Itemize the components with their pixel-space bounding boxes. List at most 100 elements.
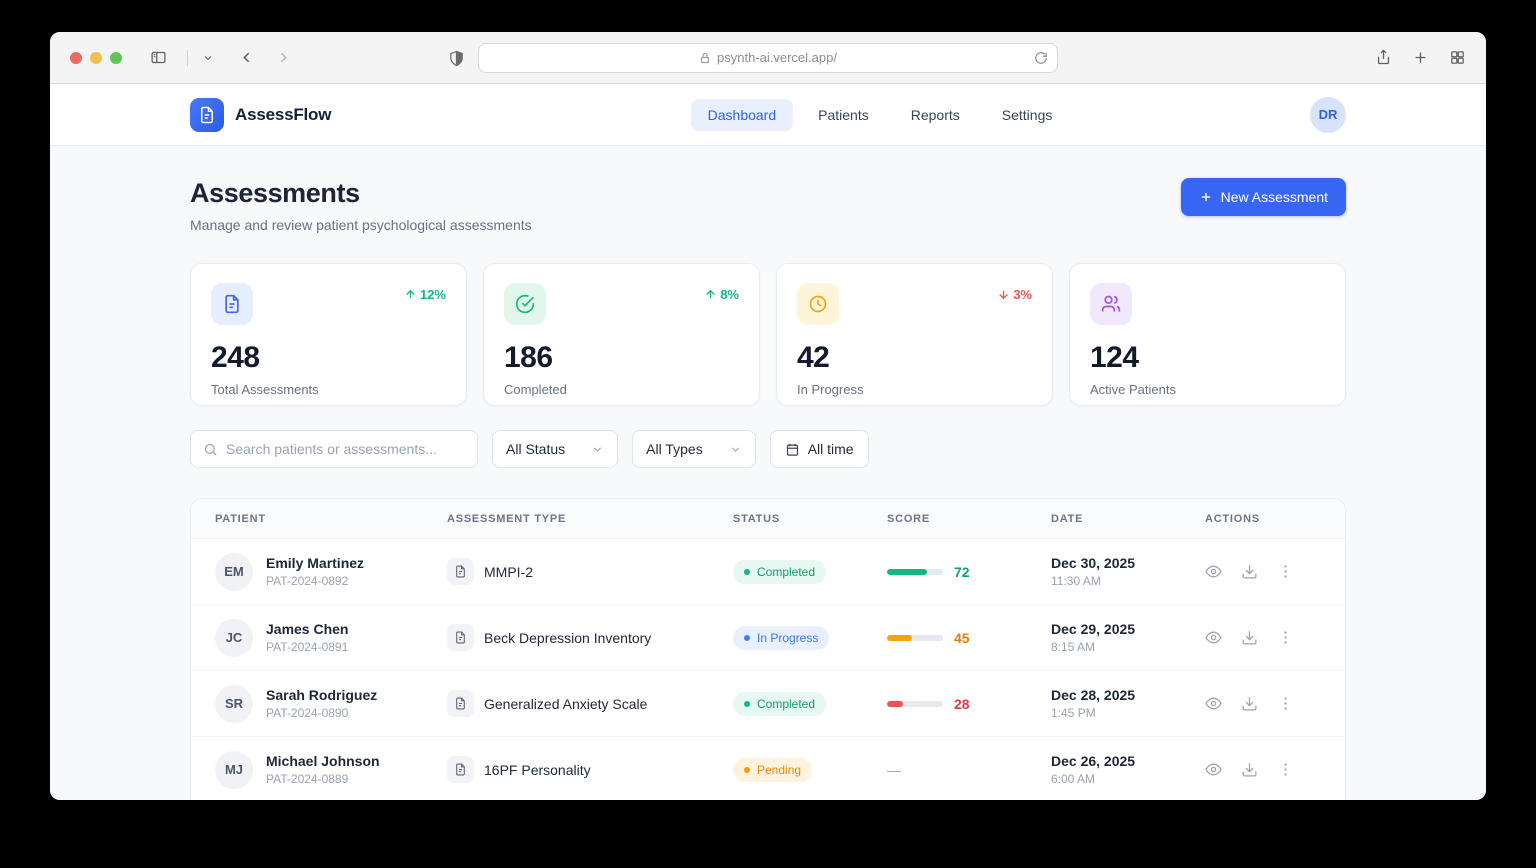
document-icon bbox=[447, 756, 474, 783]
download-icon[interactable] bbox=[1241, 563, 1258, 580]
forward-button[interactable] bbox=[275, 49, 292, 66]
stat-value: 42 bbox=[797, 341, 830, 374]
new-assessment-button[interactable]: New Assessment bbox=[1180, 178, 1346, 216]
time: 8:15 AM bbox=[1051, 640, 1096, 654]
nav-item-patients[interactable]: Patients bbox=[818, 106, 869, 123]
main-nav: Dashboard Patients Reports Settings bbox=[450, 98, 1310, 131]
table-row[interactable]: SR Sarah Rodriguez PAT-2024-0890 General… bbox=[191, 671, 1345, 737]
more-options-icon[interactable] bbox=[1277, 563, 1294, 580]
zoom-window-button[interactable] bbox=[110, 51, 122, 64]
stat-value: 124 bbox=[1090, 341, 1139, 374]
chevron-down-icon bbox=[594, 446, 602, 452]
lock-icon bbox=[700, 52, 710, 63]
time: 6:00 AM bbox=[1051, 772, 1096, 786]
stat-card-active-patients: 124 Active Patients bbox=[1069, 263, 1346, 406]
status-badge: Completed bbox=[733, 559, 827, 584]
column-header-assessment-type: Assessment Type bbox=[447, 512, 567, 525]
privacy-shield-icon[interactable] bbox=[448, 32, 465, 84]
brand[interactable]: AssessFlow bbox=[190, 97, 450, 132]
chevron-down-icon bbox=[731, 446, 739, 452]
view-icon[interactable] bbox=[1205, 563, 1222, 580]
page-title: Assessments bbox=[190, 178, 360, 208]
search-input[interactable] bbox=[226, 441, 465, 457]
score-cell: 45 bbox=[887, 630, 1051, 646]
browser-window: psynth-ai.vercel.app/ AssessFlow Dashboa… bbox=[50, 32, 1486, 800]
patient-id: PAT-2024-0889 bbox=[266, 772, 349, 786]
assessment-type: Beck Depression Inventory bbox=[484, 629, 652, 646]
patient-name: Michael Johnson bbox=[266, 753, 380, 769]
search-icon bbox=[204, 443, 217, 456]
more-options-icon[interactable] bbox=[1277, 695, 1294, 712]
download-icon[interactable] bbox=[1241, 695, 1258, 712]
assessment-type: 16PF Personality bbox=[484, 761, 591, 778]
minimize-window-button[interactable] bbox=[90, 51, 102, 64]
avatar: SR bbox=[215, 684, 253, 723]
column-header-status: Status bbox=[733, 512, 780, 525]
stat-cards: 12% 248 Total Assessments 8% bbox=[190, 263, 1346, 406]
arrow-down-icon bbox=[999, 290, 1008, 300]
calendar-icon bbox=[786, 443, 798, 456]
time: 11:30 AM bbox=[1051, 574, 1101, 588]
score-bar bbox=[887, 634, 913, 641]
status-filter-dropdown[interactable]: All Status bbox=[492, 430, 619, 468]
column-header-date: Date bbox=[1051, 512, 1084, 525]
filter-bar: All Status All Types All time bbox=[190, 430, 1346, 468]
back-button[interactable] bbox=[238, 49, 255, 66]
chevron-down-icon[interactable] bbox=[202, 52, 214, 64]
date: Dec 30, 2025 bbox=[1051, 555, 1136, 571]
view-icon[interactable] bbox=[1205, 695, 1222, 712]
table-row[interactable]: EM Emily Martinez PAT-2024-0892 MMPI-2 C… bbox=[191, 539, 1345, 605]
stat-card-total-assessments: 12% 248 Total Assessments bbox=[190, 263, 467, 406]
new-tab-icon[interactable] bbox=[1412, 49, 1429, 66]
patient-id: PAT-2024-0891 bbox=[266, 640, 349, 654]
close-window-button[interactable] bbox=[70, 51, 82, 64]
score-bar bbox=[887, 700, 903, 707]
time-filter-button[interactable]: All time bbox=[769, 430, 869, 468]
stat-value: 248 bbox=[211, 341, 260, 374]
status-badge: Pending bbox=[733, 757, 813, 782]
nav-item-dashboard[interactable]: Dashboard bbox=[690, 98, 794, 131]
score-value: 28 bbox=[954, 695, 970, 712]
user-avatar[interactable]: DR bbox=[1310, 96, 1346, 133]
window-controls bbox=[70, 51, 122, 64]
url-text: psynth-ai.vercel.app/ bbox=[717, 50, 837, 65]
arrow-up-icon bbox=[406, 289, 415, 299]
view-icon[interactable] bbox=[1205, 761, 1222, 778]
score-bar bbox=[887, 568, 928, 575]
document-icon bbox=[211, 283, 253, 325]
patient-id: PAT-2024-0890 bbox=[266, 706, 349, 720]
divider bbox=[187, 49, 188, 66]
download-icon[interactable] bbox=[1241, 629, 1258, 646]
nav-item-reports[interactable]: Reports bbox=[910, 106, 960, 123]
tab-overview-icon[interactable] bbox=[1449, 49, 1466, 66]
table-row[interactable]: MJ Michael Johnson PAT-2024-0889 16PF Pe… bbox=[191, 737, 1345, 800]
nav-item-settings[interactable]: Settings bbox=[1001, 106, 1053, 123]
clock-icon bbox=[797, 283, 839, 325]
stat-label: Total Assessments bbox=[211, 382, 319, 397]
score-value: 72 bbox=[954, 563, 970, 580]
patient-name: James Chen bbox=[266, 621, 349, 637]
status-badge: Completed bbox=[733, 691, 827, 716]
table-row[interactable]: JC James Chen PAT-2024-0891 Beck Depress… bbox=[191, 605, 1345, 671]
trend-badge: 8% bbox=[704, 287, 739, 302]
brand-name: AssessFlow bbox=[235, 104, 332, 124]
main-content: Assessments Manage and review patient ps… bbox=[50, 146, 1486, 800]
stat-label: Active Patients bbox=[1090, 382, 1176, 397]
status-badge: In Progress bbox=[733, 625, 830, 650]
search-box[interactable] bbox=[190, 430, 478, 468]
score-value: 45 bbox=[954, 629, 970, 646]
view-icon[interactable] bbox=[1205, 629, 1222, 646]
app-header: AssessFlow Dashboard Patients Reports Se… bbox=[50, 84, 1486, 146]
time: 1:45 PM bbox=[1051, 706, 1096, 720]
type-filter-dropdown[interactable]: All Types bbox=[632, 430, 756, 468]
check-circle-icon bbox=[504, 283, 546, 325]
more-options-icon[interactable] bbox=[1277, 629, 1294, 646]
download-icon[interactable] bbox=[1241, 761, 1258, 778]
reload-icon[interactable] bbox=[1034, 51, 1048, 65]
share-icon[interactable] bbox=[1375, 49, 1392, 66]
more-options-icon[interactable] bbox=[1277, 761, 1294, 778]
address-bar[interactable]: psynth-ai.vercel.app/ bbox=[478, 42, 1058, 73]
patient-name: Emily Martinez bbox=[266, 555, 365, 571]
avatar: MJ bbox=[215, 750, 253, 789]
sidebar-toggle-icon[interactable] bbox=[150, 49, 167, 66]
